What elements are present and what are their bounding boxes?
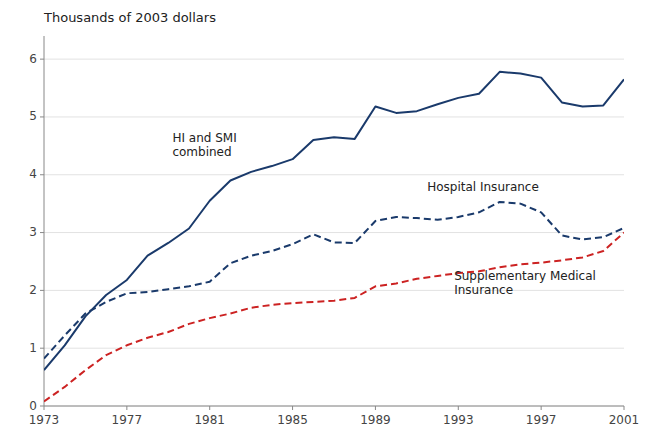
y-tick-label: 1 (29, 341, 37, 355)
x-tick-label: 1985 (277, 413, 308, 427)
x-tick-label: 1989 (360, 413, 391, 427)
y-tick-label: 3 (29, 225, 37, 239)
chart: Thousands of 2003 dollars 0 1 2 3 4 5 6 1973 1977… (0, 0, 650, 440)
y-tick (40, 348, 44, 349)
y-tick-label: 2 (29, 283, 37, 297)
x-tick-label: 2001 (609, 413, 640, 427)
grid-line (44, 59, 624, 60)
y-tick-label: 6 (29, 52, 37, 66)
x-tick-label: 1981 (194, 413, 225, 427)
y-tick (40, 232, 44, 233)
x-tick (126, 406, 127, 410)
title: Thousands of 2003 dollars (43, 10, 216, 25)
x-tick-label: 1997 (526, 413, 557, 427)
line (44, 202, 624, 359)
y-tick-label: 0 (29, 399, 37, 413)
y-axis-line (44, 36, 45, 406)
annotation: HI and SMIcombined (172, 130, 236, 158)
y-tick (40, 406, 44, 407)
annotation: Hospital Insurance (427, 180, 539, 194)
y-tick-label: 5 (29, 109, 37, 123)
grid-line (44, 174, 624, 175)
grid-line (44, 232, 624, 233)
grid-line (44, 290, 624, 291)
x-tick (624, 406, 625, 410)
x-tick (292, 406, 293, 410)
x-tick-label: 1973 (29, 413, 60, 427)
line (44, 72, 624, 370)
y-tick (40, 59, 44, 60)
grid-line (44, 116, 624, 117)
x-tick-label: 1977 (112, 413, 143, 427)
grid-line (44, 406, 624, 407)
annotation: Supplementary MedicalInsurance (454, 269, 596, 297)
y-axis: 0 1 2 3 4 5 6 (29, 36, 624, 413)
plot-area (44, 72, 624, 402)
x-tick (541, 406, 542, 410)
x-tick (375, 406, 376, 410)
x-axis-line (44, 406, 624, 407)
x-tick-label: 1993 (443, 413, 474, 427)
y-tick (40, 174, 44, 175)
x-tick (209, 406, 210, 410)
y-tick (40, 290, 44, 291)
x-tick (458, 406, 459, 410)
y-tick (40, 116, 44, 117)
x-axis: 1973 1977 1981 1985 1989 1993 1997 2001 (29, 406, 640, 427)
annotations: HI and SMIcombined Hospital Insurance Supp… (172, 130, 595, 297)
line (44, 233, 624, 402)
x-tick (44, 406, 45, 410)
grid-line (44, 348, 624, 349)
y-tick-label: 4 (29, 167, 37, 181)
